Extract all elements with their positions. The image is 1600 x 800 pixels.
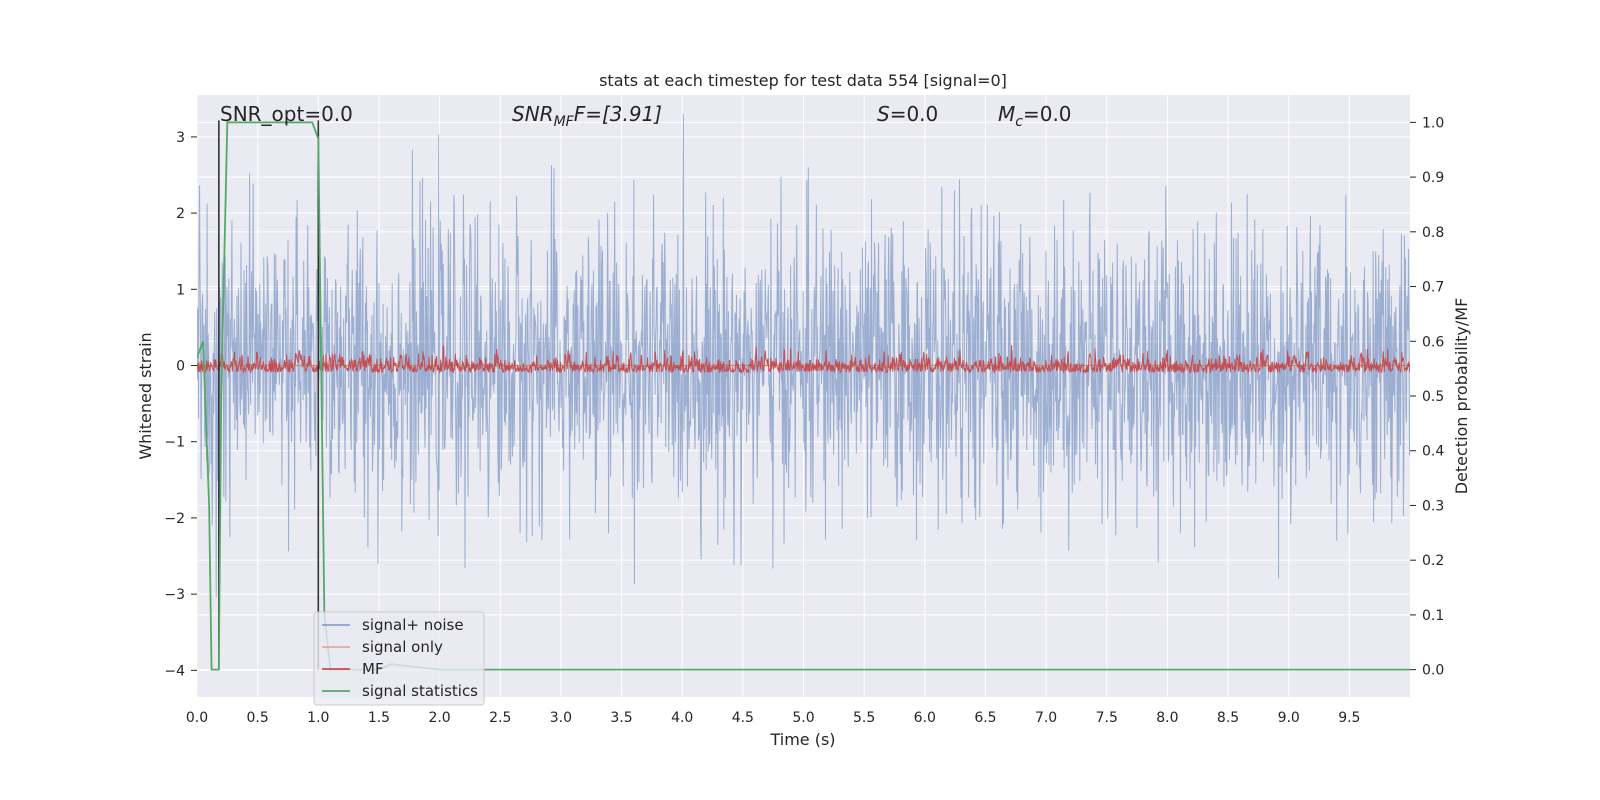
x-tick-label: 2.5 xyxy=(489,710,511,726)
y-left-tick-label: 3 xyxy=(176,130,185,146)
x-tick-label: 8.5 xyxy=(1217,710,1239,726)
y-right-tick-label: 0.0 xyxy=(1422,663,1444,679)
x-tick-label: 1.5 xyxy=(368,710,390,726)
x-tick-label: 6.5 xyxy=(974,710,996,726)
annotation-snr-mf-base: SNR xyxy=(512,102,554,126)
y-left-tick-label: 0 xyxy=(176,359,185,375)
x-tick-label: 1.0 xyxy=(307,710,329,726)
chart-title: stats at each timestep for test data 554… xyxy=(599,71,1007,90)
annotation-s-value: =0.0 xyxy=(890,102,939,126)
annotation-snr-mf-value: F=[3.91] xyxy=(574,102,662,126)
y-left-tick-label: 2 xyxy=(176,206,185,222)
x-tick-label: 4.5 xyxy=(732,710,754,726)
y-axis-left-ticks: −4 −3 −2 −1 0 1 2 3 xyxy=(164,130,197,679)
y-right-tick-label: 0.4 xyxy=(1422,444,1444,460)
y-right-tick-label: 0.1 xyxy=(1422,608,1444,624)
y-axis-left-label: Whitened strain xyxy=(136,332,155,459)
series-mf xyxy=(197,345,1410,375)
x-axis-label: Time (s) xyxy=(769,730,835,749)
x-tick-label: 0.5 xyxy=(247,710,269,726)
legend-label: signal statistics xyxy=(362,682,478,700)
y-right-tick-label: 0.8 xyxy=(1422,225,1444,241)
y-left-tick-label: −2 xyxy=(164,511,185,527)
y-right-tick-label: 0.9 xyxy=(1422,170,1444,186)
x-tick-label: 8.0 xyxy=(1156,710,1178,726)
x-tick-label: 0.0 xyxy=(186,710,208,726)
x-axis-ticks: 0.0 0.5 1.0 1.5 2.0 2.5 3.0 3.5 4.0 4.5 5.0 5.5 6.0 6… xyxy=(186,710,1361,726)
legend: signal+ noise signal only MF signal statist… xyxy=(313,611,485,706)
y-right-tick-label: 0.6 xyxy=(1422,334,1444,350)
y-axis-right-label: Detection probability/MF xyxy=(1452,298,1471,495)
x-tick-label: 9.5 xyxy=(1338,710,1360,726)
legend-box xyxy=(313,611,485,706)
annotation-mc-base: M xyxy=(998,102,1015,126)
y-right-tick-label: 0.7 xyxy=(1422,280,1444,296)
y-right-tick-label: 0.5 xyxy=(1422,389,1444,405)
y-right-tick-label: 0.3 xyxy=(1422,498,1444,514)
y-right-tick-label: 0.2 xyxy=(1422,553,1444,569)
x-tick-label: 7.5 xyxy=(1096,710,1118,726)
annotation-mc: Mc=0.0 xyxy=(998,102,1072,130)
annotation-snr-opt: SNR_opt=0.0 xyxy=(220,102,353,126)
y-left-tick-label: −3 xyxy=(164,587,185,603)
annotation-snr-mf-sub: MF xyxy=(554,114,575,130)
x-tick-label: 5.0 xyxy=(792,710,814,726)
y-axis-right-ticks: 0.0 0.1 0.2 0.3 0.4 0.5 0.6 0.7 0.8 0.9 1.0 xyxy=(1410,115,1444,679)
y-left-tick-label: −1 xyxy=(164,435,185,451)
y-left-tick-label: −4 xyxy=(164,663,185,679)
y-right-tick-label: 1.0 xyxy=(1422,115,1444,131)
x-tick-label: 2.0 xyxy=(428,710,450,726)
x-tick-label: 9.0 xyxy=(1278,710,1300,726)
x-tick-label: 5.5 xyxy=(853,710,875,726)
annotation-s: S=0.0 xyxy=(877,102,938,126)
x-tick-label: 3.5 xyxy=(610,710,632,726)
annotation-mc-sub: c xyxy=(1015,114,1023,130)
x-tick-label: 7.0 xyxy=(1035,710,1057,726)
x-tick-label: 3.0 xyxy=(550,710,572,726)
x-tick-label: 6.0 xyxy=(914,710,936,726)
legend-label: signal+ noise xyxy=(362,616,464,634)
y-left-tick-label: 1 xyxy=(176,282,185,298)
legend-label: signal only xyxy=(362,638,443,656)
legend-label: MF xyxy=(362,660,384,678)
annotation-mc-value: =0.0 xyxy=(1023,102,1072,126)
annotation-snr-mf: SNRMFF=[3.91] xyxy=(512,102,662,130)
x-tick-label: 4.0 xyxy=(671,710,693,726)
annotation-s-label: S xyxy=(877,102,890,126)
